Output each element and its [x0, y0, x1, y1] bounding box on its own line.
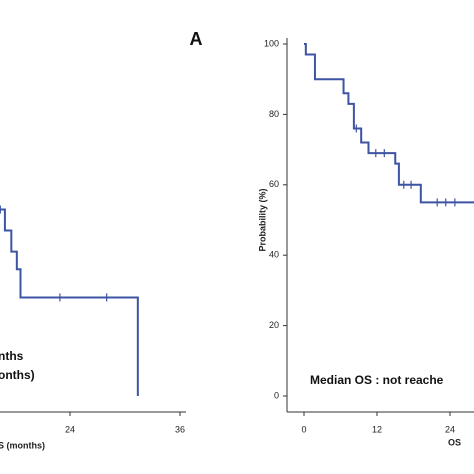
panel-label: A [190, 29, 203, 49]
y-axis-label: Probability (%) [257, 188, 267, 251]
survival-curve [304, 43, 474, 204]
x-axis-label: OS [448, 437, 461, 447]
y-tick-label: 100 [264, 38, 279, 48]
x-tick-label: 36 [175, 424, 185, 434]
x-tick-label: 24 [445, 424, 455, 434]
annotation: nths [0, 349, 24, 363]
annotation: Median OS : not reache [310, 373, 444, 387]
y-tick-label: 0 [274, 390, 279, 400]
y-tick-label: 40 [269, 250, 279, 260]
y-tick-label: 60 [269, 179, 279, 189]
x-tick-label: 24 [65, 424, 75, 434]
annotation: onths) [0, 368, 35, 382]
y-tick-label: 80 [269, 109, 279, 119]
x-tick-label: 0 [301, 424, 306, 434]
x-axis-label: S (months) [0, 440, 45, 450]
y-tick-label: 20 [269, 320, 279, 330]
x-tick-label: 12 [372, 424, 382, 434]
